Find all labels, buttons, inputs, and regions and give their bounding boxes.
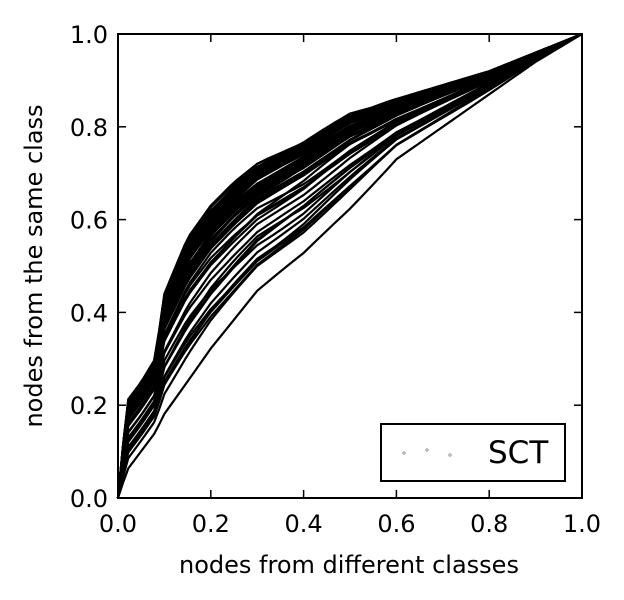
legend: SCT (380, 423, 566, 482)
legend-marker (402, 451, 406, 455)
x-tick-label: 0.6 (377, 510, 415, 538)
x-tick-label: 0.8 (470, 510, 508, 538)
x-tick-label: 0.0 (99, 510, 137, 538)
y-axis-label: nodes from the same class (20, 104, 48, 427)
legend-marker (448, 453, 452, 457)
x-tick-label: 1.0 (563, 510, 601, 538)
sct-curve-36 (116, 33, 583, 499)
y-tick-label: 1.0 (70, 21, 108, 49)
x-axis-label: nodes from different classes (179, 551, 519, 579)
sct-curve-54 (116, 33, 583, 499)
y-tick-label: 0.8 (70, 114, 108, 142)
y-tick-label: 0.2 (70, 392, 108, 420)
sct-curve-57 (116, 32, 583, 499)
x-tick-label: 0.2 (192, 510, 230, 538)
plot-frame (117, 33, 583, 499)
legend-label-sct: SCT (488, 435, 549, 471)
legend-box (380, 423, 566, 482)
y-tick-label: 0.4 (70, 299, 108, 327)
sct-curve-1 (116, 33, 583, 499)
axis-ticks: 0.0 0.2 0.4 0.6 0.8 1.0 0.0 0.2 0.4 0.6 0.8 1.0 (70, 21, 601, 538)
x-tick-label: 0.4 (285, 510, 323, 538)
curve-group (116, 32, 583, 499)
y-tick-label: 0.0 (70, 485, 108, 513)
y-tick-label: 0.6 (70, 207, 108, 235)
sct-curve-34 (116, 33, 583, 499)
sct-curve-56 (116, 33, 583, 499)
sct-curve-59 (116, 32, 583, 499)
sct-curve-60 (116, 33, 583, 499)
legend-marker (425, 448, 429, 452)
